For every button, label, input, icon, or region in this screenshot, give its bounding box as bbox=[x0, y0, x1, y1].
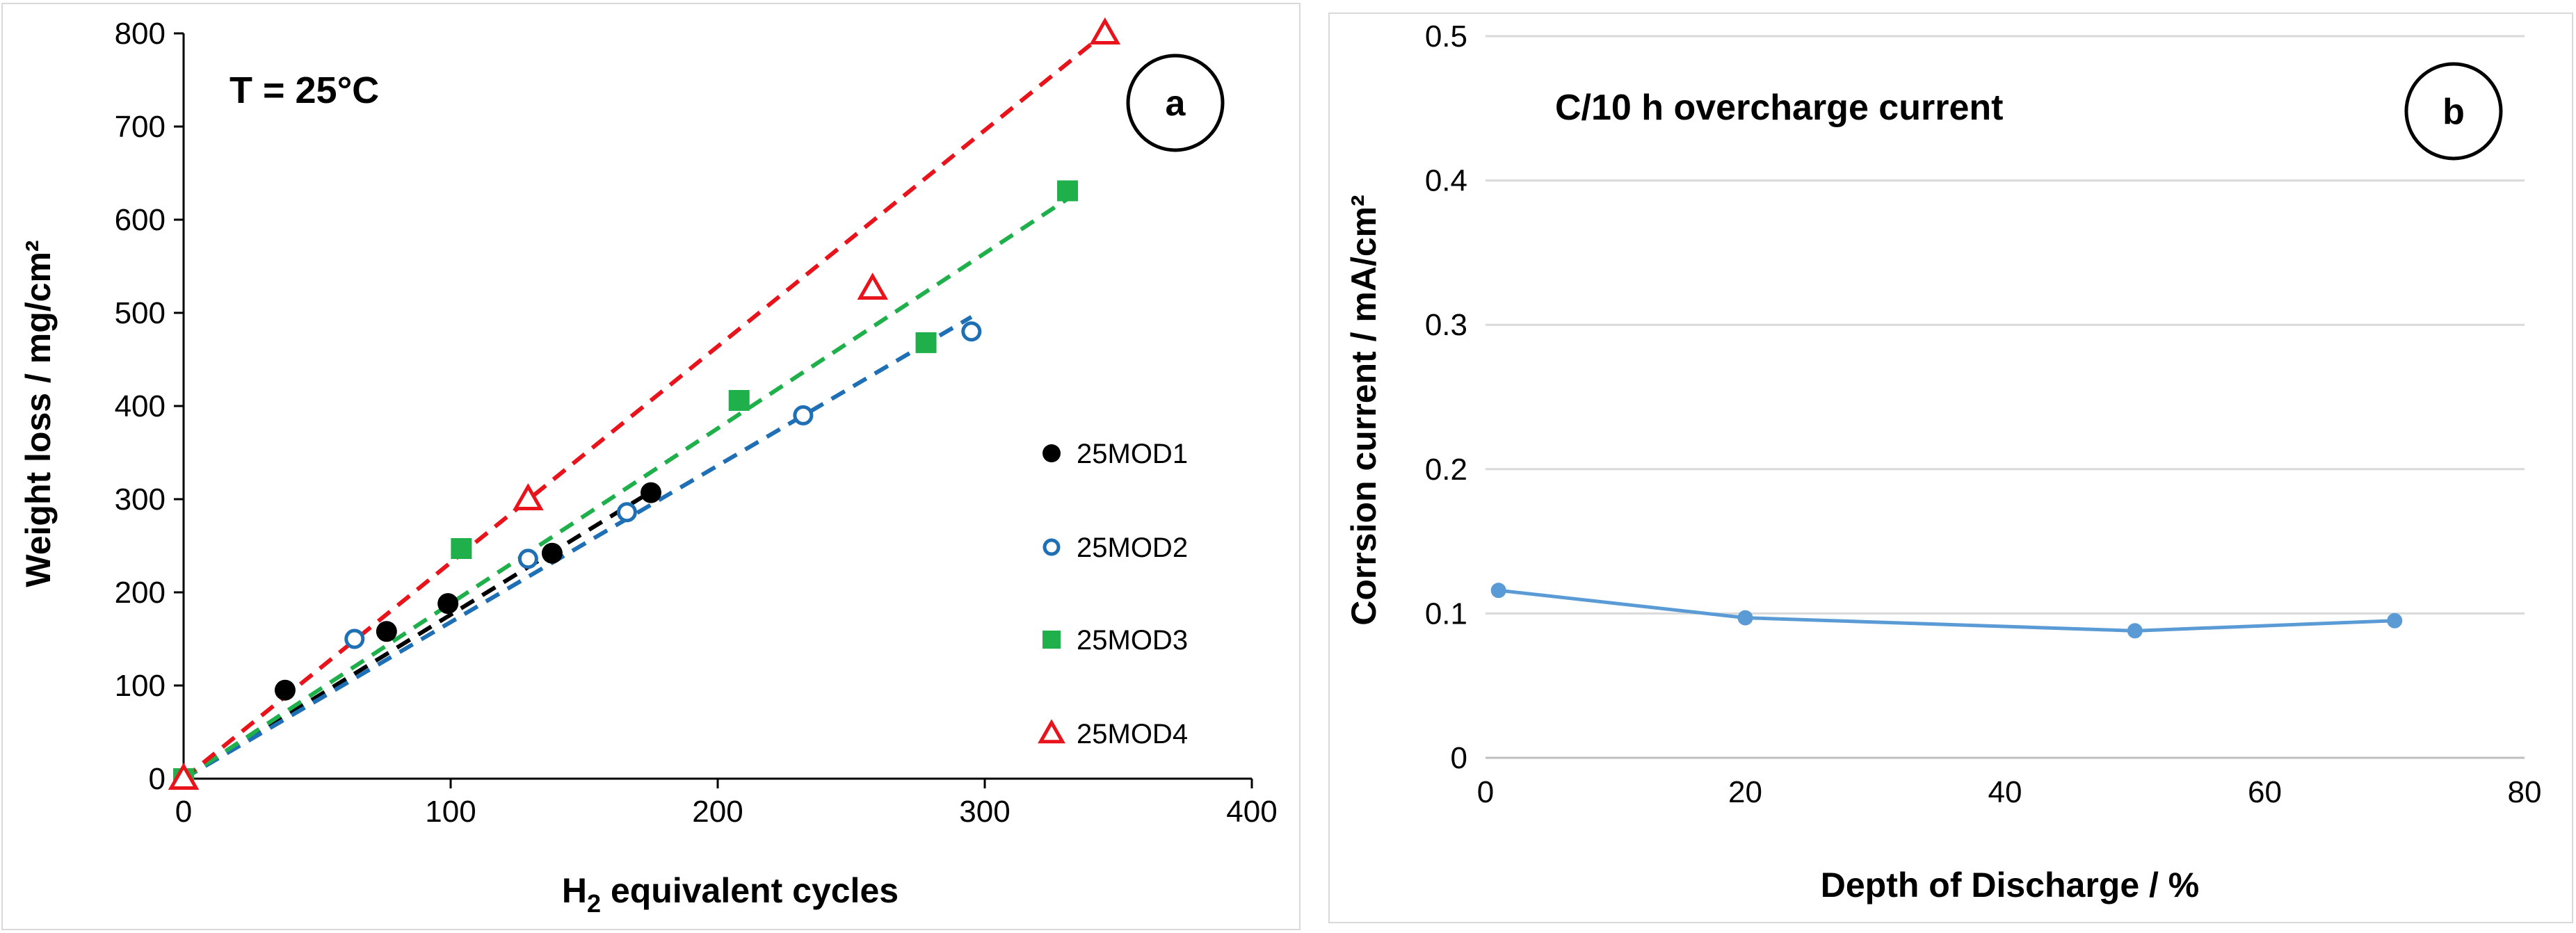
point-25MOD1 bbox=[437, 593, 459, 615]
legend-marker-25MOD1 bbox=[1043, 444, 1061, 462]
point-25MOD4 bbox=[1089, 17, 1121, 44]
x-axis-title-a-sub: 2 bbox=[587, 889, 601, 918]
point-25MOD2 bbox=[961, 321, 982, 342]
point-25MOD4 bbox=[168, 762, 200, 790]
point-25MOD2 bbox=[344, 628, 365, 649]
y-tick-label-a: 800 bbox=[115, 17, 166, 51]
y-tick-label-a: 700 bbox=[115, 110, 166, 144]
y-tick-label-a: 100 bbox=[115, 669, 166, 703]
point-25MOD2 bbox=[616, 502, 637, 523]
y-tick-label-a: 600 bbox=[115, 203, 166, 237]
x-tick-label-a: 0 bbox=[175, 795, 192, 829]
panel-a-badge bbox=[1126, 54, 1225, 152]
point-25MOD4 bbox=[513, 482, 544, 510]
legend-marker-25MOD3 bbox=[1043, 631, 1061, 649]
y-tick-label-b: 0.1 bbox=[1425, 597, 1467, 631]
point-25MOD1 bbox=[541, 542, 563, 564]
y-axis-title-b: Corrsion current / mA/cm² bbox=[1344, 195, 1383, 626]
y-axis-title-a: Weight loss / mg/cm² bbox=[19, 240, 58, 587]
point-25MOD1 bbox=[641, 482, 661, 503]
legend-label-25MOD1: 25MOD1 bbox=[1077, 439, 1188, 469]
x-tick-label-b: 20 bbox=[1728, 775, 1762, 809]
x-tick-label-a: 200 bbox=[692, 795, 743, 829]
plot-a: 0 100 200 300 400 0 100 200 300 400 500 600 700 800 25… bbox=[115, 17, 1278, 829]
trendline-25MOD2 bbox=[182, 315, 973, 781]
legend-marker-25MOD4 bbox=[1038, 719, 1065, 744]
y-tick-label-b: 0.4 bbox=[1425, 164, 1467, 198]
x-tick-label-b: 0 bbox=[1477, 775, 1494, 809]
panel-b-badge bbox=[2404, 62, 2503, 161]
annotation-overcharge: C/10 h overcharge current bbox=[1555, 88, 2003, 128]
point-25MOD4 bbox=[857, 273, 889, 300]
panel-b-label: b bbox=[2442, 92, 2465, 132]
point-25MOD1 bbox=[376, 621, 397, 642]
legend-label-25MOD3: 25MOD3 bbox=[1077, 625, 1188, 656]
point-25MOD2 bbox=[517, 549, 538, 569]
legend-label-25MOD2: 25MOD2 bbox=[1077, 533, 1188, 563]
point-25MOD2 bbox=[793, 405, 814, 425]
x-axis-title-a-main: H bbox=[562, 871, 587, 910]
point-b bbox=[1490, 583, 1506, 599]
point-b bbox=[1737, 610, 1753, 626]
point-b bbox=[2127, 623, 2143, 639]
series-line-b bbox=[1498, 588, 2395, 633]
chart-panel-b bbox=[1328, 13, 2573, 923]
legend-marker-25MOD2 bbox=[1043, 538, 1061, 556]
y-tick-label-b: 0.2 bbox=[1425, 453, 1467, 487]
point-25MOD3 bbox=[915, 332, 937, 353]
trendline-25MOD1 bbox=[182, 489, 652, 781]
point-b bbox=[2387, 612, 2403, 628]
x-axis-title-a: H2 equivalent cycles bbox=[562, 871, 899, 918]
y-tick-label-b: 0 bbox=[1451, 741, 1467, 775]
y-tick-label-b: 0.5 bbox=[1425, 19, 1467, 54]
panel-a-label: a bbox=[1166, 83, 1186, 124]
x-tick-label-b: 80 bbox=[2508, 775, 2542, 809]
point-25MOD3 bbox=[728, 389, 750, 411]
y-tick-label-a: 200 bbox=[115, 576, 166, 610]
y-tick-label-b: 0.3 bbox=[1425, 308, 1467, 342]
x-tick-label-b: 40 bbox=[1988, 775, 2022, 809]
x-tick-label-a: 100 bbox=[425, 795, 476, 829]
chart-panel-a bbox=[1, 3, 1301, 930]
x-tick-label-a: 400 bbox=[1226, 795, 1277, 829]
y-tick-label-a: 300 bbox=[115, 482, 166, 517]
legend-label-25MOD4: 25MOD4 bbox=[1077, 719, 1188, 749]
y-tick-label-a: 500 bbox=[115, 296, 166, 330]
y-tick-label-a: 400 bbox=[115, 389, 166, 423]
point-25MOD1 bbox=[274, 679, 296, 701]
x-tick-label-b: 60 bbox=[2248, 775, 2282, 809]
x-tick-label-a: 300 bbox=[959, 795, 1010, 829]
point-25MOD3 bbox=[1057, 180, 1079, 202]
x-axis-title-a-rest: equivalent cycles bbox=[601, 871, 899, 910]
y-tick-label-a: 0 bbox=[149, 762, 166, 796]
x-axis-title-b: Depth of Discharge / % bbox=[1821, 866, 2200, 904]
point-25MOD3 bbox=[451, 538, 472, 560]
trendline-25MOD3 bbox=[182, 197, 1069, 781]
annotation-temperature: T = 25°C bbox=[230, 70, 379, 111]
plot-b: 0 0.1 0.2 0.3 0.4 0.5 0 20 40 60 80 bbox=[1425, 19, 2542, 809]
trendline-25MOD4 bbox=[182, 31, 1106, 781]
